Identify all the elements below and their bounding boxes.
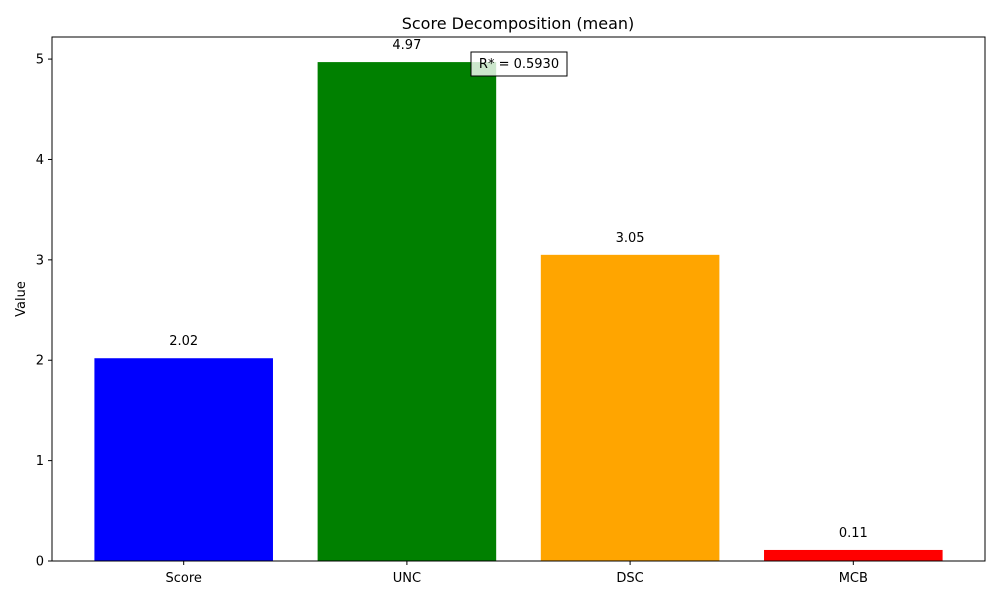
annotation-box: R* = 0.5930 (470, 51, 568, 77)
y-tick-label: 1 (36, 454, 44, 469)
bar-dsc (540, 254, 720, 561)
annotation-text: R* = 0.5930 (479, 57, 559, 72)
x-tick-label: UNC (393, 571, 421, 586)
plot-frame (51, 36, 986, 562)
x-tick-label: Score (165, 571, 201, 586)
data-label-unc: 4.97 (392, 38, 421, 53)
bar-unc (317, 62, 497, 561)
y-tick-label: 5 (36, 53, 44, 68)
data-label-score: 2.02 (169, 334, 198, 349)
bar-score (94, 358, 273, 561)
bar-mcb (764, 549, 943, 561)
data-label-dsc: 3.05 (616, 231, 645, 246)
data-labels-layer: 2.02 4.97 3.05 0.11 (169, 38, 868, 541)
x-tick-label: DSC (616, 571, 643, 586)
y-tick-label: 4 (36, 153, 44, 168)
x-tick-label: MCB (839, 571, 868, 586)
y-tick-label: 3 (36, 253, 44, 268)
y-tick-label: 0 (36, 555, 44, 570)
chart-title: Score Decomposition (mean) (402, 14, 635, 33)
annotation-frame (470, 51, 568, 77)
axes-layer: Score UNC DSC MCB 0 1 2 3 4 5 (36, 36, 986, 586)
y-axis-label: Value (14, 281, 29, 317)
data-label-mcb: 0.11 (839, 526, 868, 541)
bars-layer (94, 62, 943, 561)
y-tick-label: 2 (36, 354, 44, 369)
